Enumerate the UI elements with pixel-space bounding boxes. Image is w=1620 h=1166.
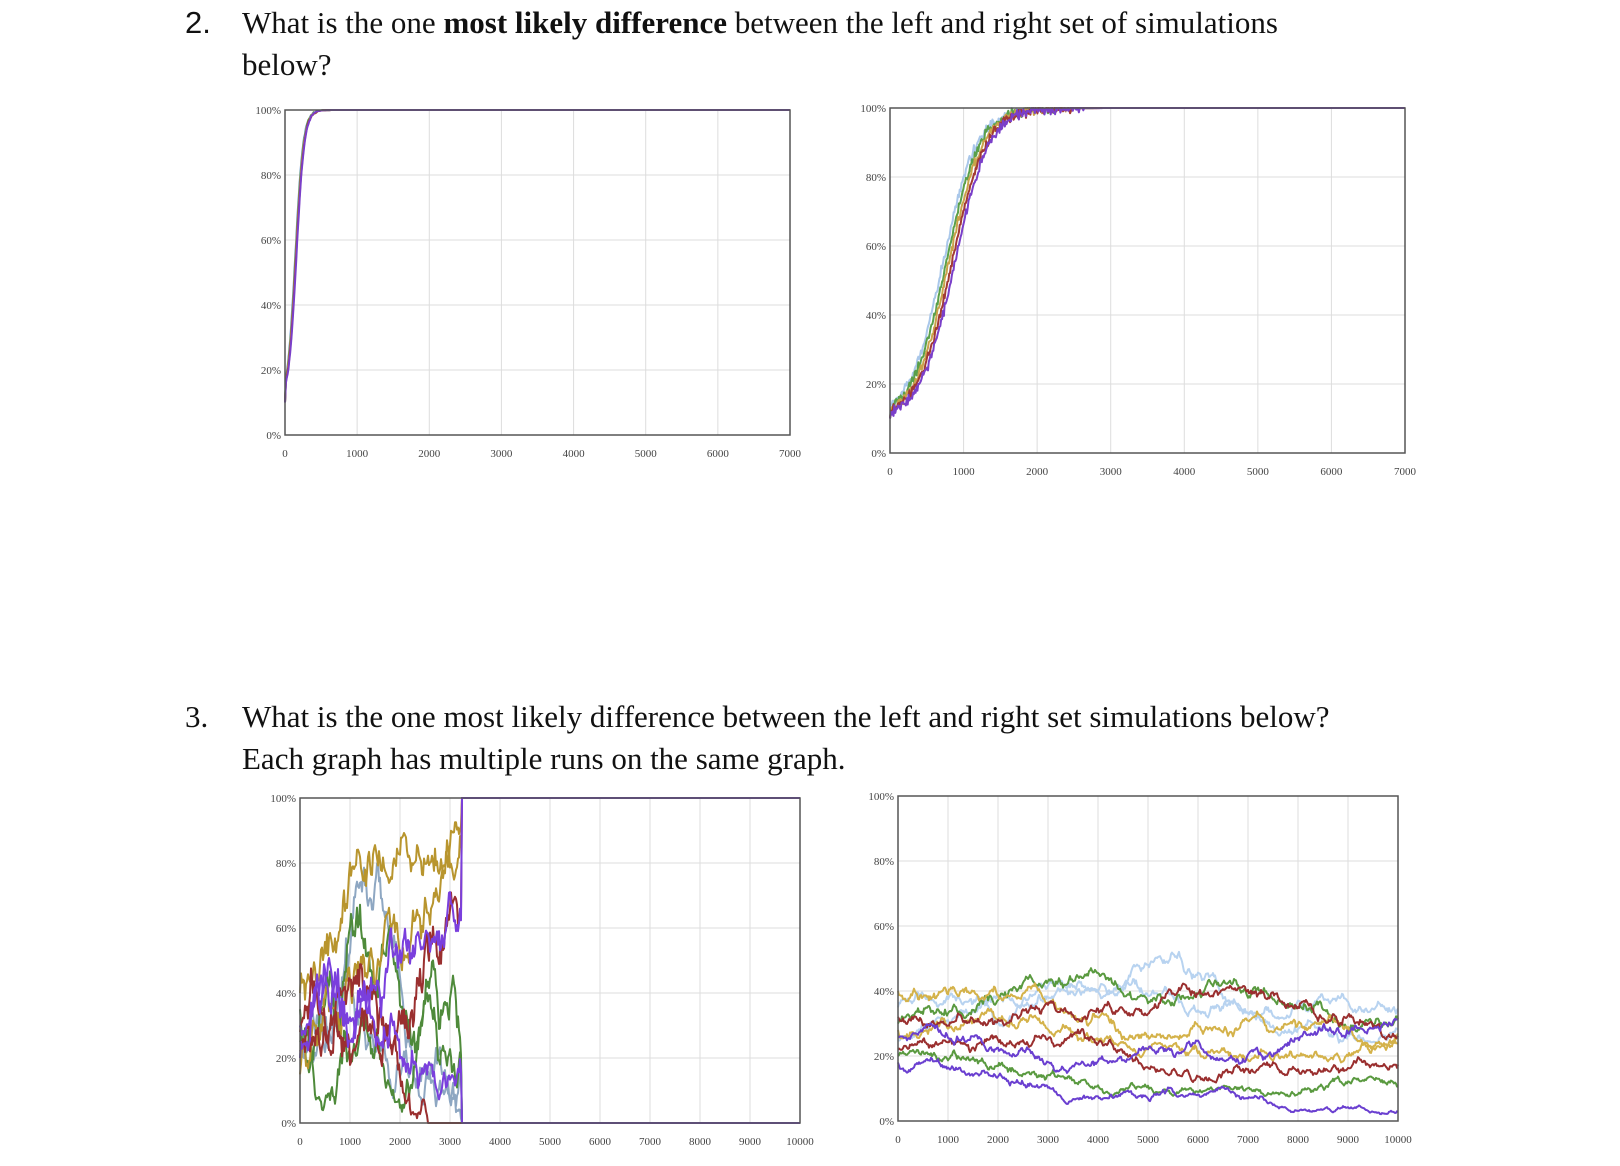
x-tick-label: 1000 [346, 448, 369, 460]
question-text: Each graph has multiple runs on the same… [242, 741, 846, 776]
x-tick-label: 1000 [339, 1136, 362, 1148]
x-tick-label: 0 [887, 466, 893, 478]
x-tick-label: 3000 [490, 448, 513, 460]
y-tick-label: 60% [276, 923, 296, 935]
y-tick-label: 40% [874, 986, 894, 998]
question-text: between the left and right set of simula… [726, 5, 1278, 40]
y-tick-label: 0% [281, 1118, 296, 1130]
x-tick-label: 1000 [953, 466, 976, 478]
question-number: 2. [185, 5, 211, 40]
y-tick-label: 100% [270, 793, 296, 805]
y-tick-label: 20% [874, 1051, 894, 1063]
x-tick-label: 6000 [589, 1136, 612, 1148]
y-tick-label: 0% [871, 448, 886, 460]
series-line [889, 107, 1405, 419]
x-tick-label: 1000 [937, 1134, 960, 1146]
y-tick-label: 100% [860, 103, 886, 115]
y-tick-label: 100% [255, 105, 281, 117]
x-tick-label: 10000 [786, 1136, 814, 1148]
chart-q2-left: 0 1000 2000 3000 4000 5000 6000 7000 0% 20% 40% 60%… [255, 105, 802, 460]
y-tick-label: 60% [874, 921, 894, 933]
x-tick-label: 2000 [389, 1136, 412, 1148]
series-line [284, 109, 790, 403]
series-line [889, 107, 1405, 419]
y-tick-label: 40% [261, 300, 281, 312]
x-tick-label: 3000 [439, 1136, 462, 1148]
x-tick-label: 8000 [1287, 1134, 1310, 1146]
y-tick-label: 40% [866, 310, 886, 322]
x-tick-label: 2000 [1026, 466, 1049, 478]
y-tick-label: 20% [261, 365, 281, 377]
question-text: What is the one most likely difference b… [242, 699, 1330, 734]
question-number: 3. [185, 699, 209, 734]
x-tick-label: 2000 [418, 448, 441, 460]
y-tick-label: 40% [276, 988, 296, 1000]
x-tick-label: 8000 [689, 1136, 712, 1148]
plot-frame [889, 107, 1406, 454]
x-tick-label: 5000 [1247, 466, 1270, 478]
series-line [897, 1048, 1399, 1099]
series-line [897, 1017, 1399, 1074]
plot-frame [897, 795, 1399, 1122]
series-line [284, 109, 790, 403]
x-tick-label: 7000 [1394, 466, 1417, 478]
x-tick-label: 3000 [1037, 1134, 1060, 1146]
y-tick-label: 0% [879, 1116, 894, 1128]
x-tick-label: 4000 [1173, 466, 1196, 478]
question-text: What is the one [242, 5, 444, 40]
y-tick-label: 60% [261, 235, 281, 247]
x-tick-label: 0 [282, 448, 288, 460]
chart-q3-left: 0 1000 2000 3000 4000 5000 6000 7000 8000 9000 100… [270, 793, 814, 1148]
x-tick-label: 6000 [1320, 466, 1343, 478]
series-line [889, 107, 1405, 419]
series-line [897, 967, 1399, 1034]
question-2: 2. What is the one most likely difference… [185, 2, 1565, 86]
x-tick-label: 9000 [1337, 1134, 1360, 1146]
series-line [897, 982, 1399, 1054]
series-line [284, 109, 790, 403]
x-tick-label: 10000 [1384, 1134, 1412, 1146]
series-line [284, 109, 790, 403]
y-tick-label: 100% [868, 791, 894, 803]
x-tick-label: 7000 [779, 448, 802, 460]
chart-q2-right: 0 1000 2000 3000 4000 5000 6000 7000 0% 20% 40% 60%… [860, 103, 1417, 478]
y-tick-label: 80% [261, 170, 281, 182]
x-tick-label: 0 [297, 1136, 303, 1148]
x-tick-label: 9000 [739, 1136, 762, 1148]
x-tick-label: 4000 [563, 448, 586, 460]
y-tick-label: 0% [266, 430, 281, 442]
x-tick-label: 7000 [639, 1136, 662, 1148]
y-tick-label: 60% [866, 241, 886, 253]
x-tick-label: 6000 [707, 448, 730, 460]
x-tick-label: 6000 [1187, 1134, 1210, 1146]
y-tick-label: 80% [276, 858, 296, 870]
x-tick-label: 5000 [539, 1136, 562, 1148]
x-tick-label: 3000 [1100, 466, 1123, 478]
series-line [897, 1056, 1399, 1116]
y-tick-label: 20% [866, 379, 886, 391]
question-3: 3. What is the one most likely difference… [185, 696, 1585, 780]
plot-frame [299, 797, 801, 1124]
series-line [897, 982, 1399, 1041]
y-tick-label: 20% [276, 1053, 296, 1065]
series-line [889, 107, 1405, 419]
chart-q3-right: 0 1000 2000 3000 4000 5000 6000 7000 8000 9000 100… [868, 791, 1412, 1146]
series-line [889, 107, 1405, 419]
x-tick-label: 5000 [635, 448, 658, 460]
y-tick-label: 80% [874, 856, 894, 868]
y-tick-label: 80% [866, 172, 886, 184]
question-emphasis: most likely difference [443, 5, 727, 40]
x-tick-label: 0 [895, 1134, 901, 1146]
series-line [284, 109, 790, 403]
x-tick-label: 2000 [987, 1134, 1010, 1146]
series-line [897, 978, 1399, 1044]
x-tick-label: 7000 [1237, 1134, 1260, 1146]
x-tick-label: 4000 [1087, 1134, 1110, 1146]
x-tick-label: 5000 [1137, 1134, 1160, 1146]
x-tick-label: 4000 [489, 1136, 512, 1148]
plot-frame [284, 109, 791, 436]
question-text: below? [242, 47, 332, 82]
